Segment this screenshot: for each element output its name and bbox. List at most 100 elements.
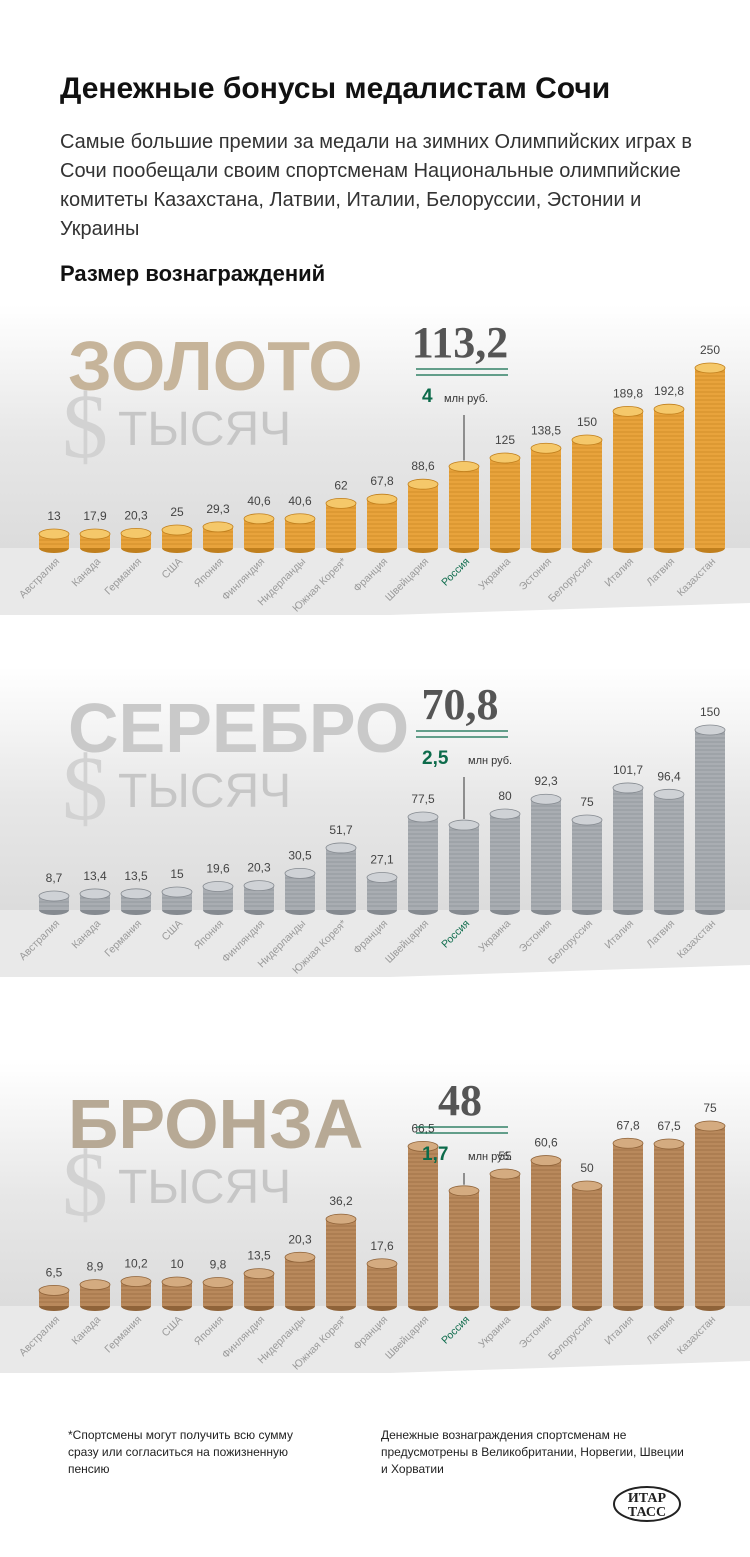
bar-stack (79, 1279, 111, 1311)
bar (326, 847, 356, 910)
bar-top (448, 1185, 480, 1197)
russia-rub-unit: млн руб. (468, 755, 512, 767)
value-label: 88,6 (411, 459, 435, 473)
bar-stack (612, 1137, 644, 1311)
bar (572, 440, 602, 548)
bar-top (120, 888, 152, 900)
bar-stack (653, 1138, 685, 1311)
bar-top (612, 782, 644, 794)
bar-stack (120, 1276, 152, 1311)
bronze-chart: БРОНЗА $ ТЫСЯЧ 6,5 Австралия 8,9 Канада 10,2 Гер… (0, 1063, 750, 1373)
chart-floor (0, 548, 750, 615)
russia-rub-unit: млн руб. (444, 393, 488, 405)
bar-stack (38, 528, 70, 553)
value-label: 30,5 (288, 848, 312, 862)
value-label: 77,5 (411, 792, 435, 806)
bar-top (325, 497, 357, 509)
bar-top (325, 1213, 357, 1225)
bar-stack (202, 881, 234, 915)
footnote-right: Денежные вознаграждения спортсменам не п… (381, 1428, 684, 1476)
bar-top (653, 403, 685, 415)
bar-stack (161, 1276, 193, 1311)
bar (367, 499, 397, 548)
bar-stack (366, 872, 398, 915)
value-label: 250 (700, 343, 720, 357)
bar-top (530, 1155, 562, 1166)
bar (490, 458, 520, 548)
bar-top (202, 881, 234, 892)
value-label: 9,8 (210, 1257, 227, 1271)
bar-stack (325, 842, 357, 915)
unit-label: ТЫСЯЧ (118, 1161, 291, 1214)
bronze-chart-svg: БРОНЗА$ ТЫСЯЧ6,5Австралия8,9Канада10,2Гер… (0, 1063, 750, 1373)
dollar-icon: $ (62, 375, 108, 477)
bar-top (38, 528, 70, 540)
dollar-icon: $ (62, 1133, 108, 1235)
bar-stack (79, 888, 111, 915)
bar-top (202, 521, 234, 533)
value-label: 40,6 (247, 494, 271, 508)
bar-top (79, 1279, 111, 1291)
bar-top (489, 1168, 521, 1180)
value-label: 13,5 (247, 1249, 271, 1263)
footnote-left: *Спортсмены могут получить всю сумму сра… (68, 1428, 293, 1476)
value-label: 150 (577, 415, 597, 429)
value-label: 96,4 (657, 769, 681, 783)
bar-top (571, 814, 603, 826)
bar-top (530, 793, 562, 805)
bar-top (38, 890, 70, 902)
bar-top (38, 1284, 70, 1296)
bar (326, 1219, 356, 1306)
value-label: 138,5 (531, 423, 561, 437)
bar-stack (325, 1213, 357, 1311)
bar-stack (530, 793, 562, 915)
bar-top (407, 478, 439, 490)
value-label: 8,9 (87, 1260, 104, 1274)
bar-stack (571, 814, 603, 915)
bar-stack (448, 1185, 480, 1311)
bar-top (161, 524, 193, 536)
bar-stack (489, 1168, 521, 1311)
russia-rub-value: 2,5 (422, 748, 449, 769)
unit-label: ТЫСЯЧ (118, 403, 291, 456)
value-label: 40,6 (288, 494, 312, 508)
bar-top (366, 872, 398, 883)
bar-top (571, 434, 603, 446)
bar-top (161, 1276, 193, 1288)
logo-line-1: ИТАР (628, 1491, 667, 1506)
bar (367, 1263, 397, 1306)
value-label: 125 (495, 433, 515, 447)
value-label: 36,2 (329, 1194, 353, 1208)
bar-top (694, 362, 726, 374)
value-label: 50 (580, 1161, 594, 1175)
bar-stack (571, 434, 603, 553)
value-label: 75 (580, 795, 594, 809)
logo-line-2: ТАСС (628, 1505, 666, 1520)
bar-stack (694, 1120, 726, 1311)
value-label: 10,2 (124, 1257, 148, 1271)
bar (490, 1174, 520, 1306)
bar-stack (284, 867, 316, 915)
bar-top (243, 513, 275, 525)
value-label: 67,5 (657, 1119, 681, 1133)
chart-floor (0, 1306, 750, 1373)
bar-stack (653, 403, 685, 553)
bar-stack (325, 497, 357, 553)
silver-chart-svg: СЕРЕБРО$ ТЫСЯЧ8,7Австралия13,4Канада13,5Г… (0, 667, 750, 977)
bar-stack (653, 788, 685, 915)
bar (285, 1257, 315, 1306)
bar-top (448, 461, 480, 472)
bar-top (325, 842, 357, 854)
value-label: 67,8 (370, 474, 394, 488)
medal-heading: ЗОЛОТО (68, 327, 363, 405)
bar-top (284, 513, 316, 525)
bar (326, 503, 356, 548)
bar-stack (612, 782, 644, 915)
silver-chart: СЕРЕБРО $ ТЫСЯЧ 8,7 Австралия 13,4 Канада 13,5 Г… (0, 667, 750, 977)
bar (695, 730, 725, 910)
bar (408, 817, 438, 910)
page-subtitle: Самые большие премии за медали на зимних… (60, 131, 692, 240)
bar-top (202, 1277, 234, 1288)
value-label: 80 (498, 789, 512, 803)
bar-stack (38, 1284, 70, 1311)
